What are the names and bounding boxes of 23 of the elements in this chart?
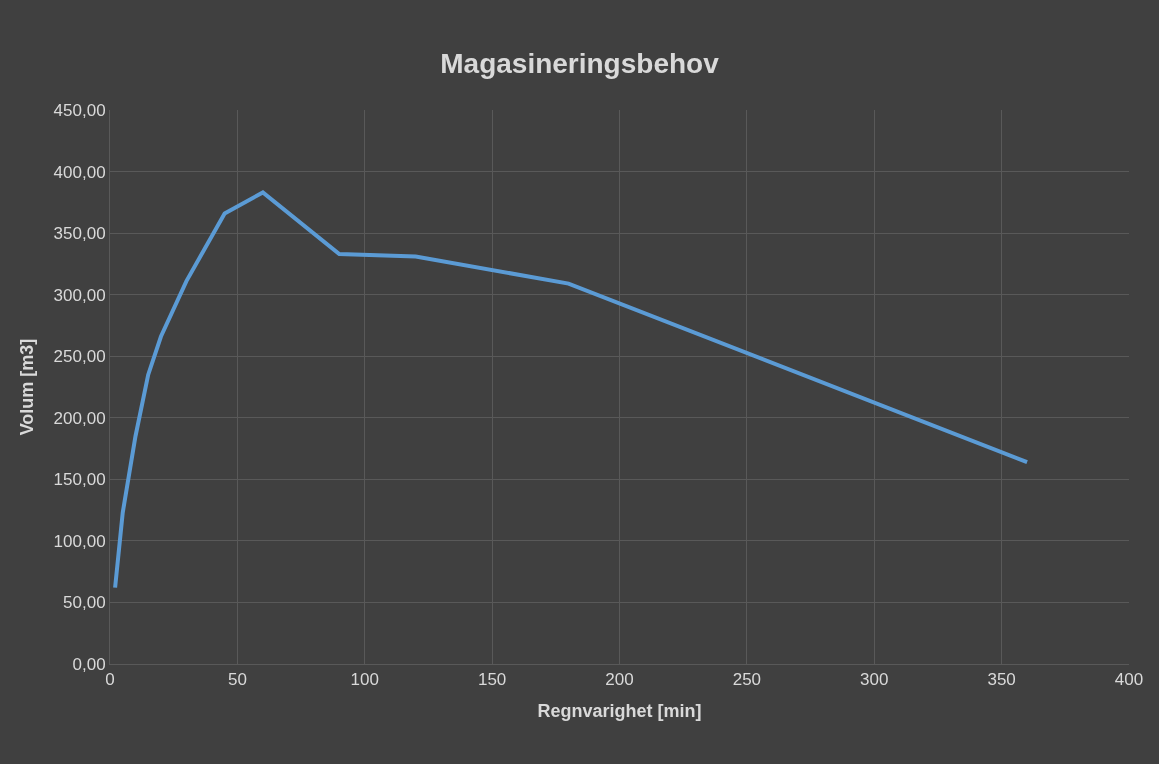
chart-title: Magasineringsbehov xyxy=(440,48,720,80)
x-tick-label: 100 xyxy=(350,670,379,690)
x-tick-label: 200 xyxy=(605,670,634,690)
x-axis-title: Regnvarighet [min] xyxy=(537,700,702,721)
y-tick-label: 150,00 xyxy=(53,470,106,490)
y-tick-label: 400,00 xyxy=(53,162,106,182)
x-tick-label: 300 xyxy=(860,670,889,690)
y-tick-label: 300,00 xyxy=(53,285,106,305)
y-tick-label: 350,00 xyxy=(53,224,106,244)
line-series xyxy=(113,190,1030,590)
y-axis-title: Volum [m3] xyxy=(16,338,37,436)
x-tick-label: 50 xyxy=(227,670,247,690)
y-tick-label: 450,00 xyxy=(53,100,106,120)
y-tick-label: 200,00 xyxy=(53,408,106,428)
x-tick-label: 400 xyxy=(1114,670,1144,690)
x-tick-label: 350 xyxy=(987,670,1016,690)
x-tick-label: 250 xyxy=(732,670,762,690)
y-tick-label: 250,00 xyxy=(53,347,106,367)
y-tick-label: 100,00 xyxy=(53,531,106,551)
x-tick-label: 150 xyxy=(477,670,507,690)
y-tick-label: 0,00 xyxy=(72,654,106,674)
y-tick-label: 50,00 xyxy=(63,593,106,613)
x-tick-label: 0 xyxy=(105,670,115,690)
